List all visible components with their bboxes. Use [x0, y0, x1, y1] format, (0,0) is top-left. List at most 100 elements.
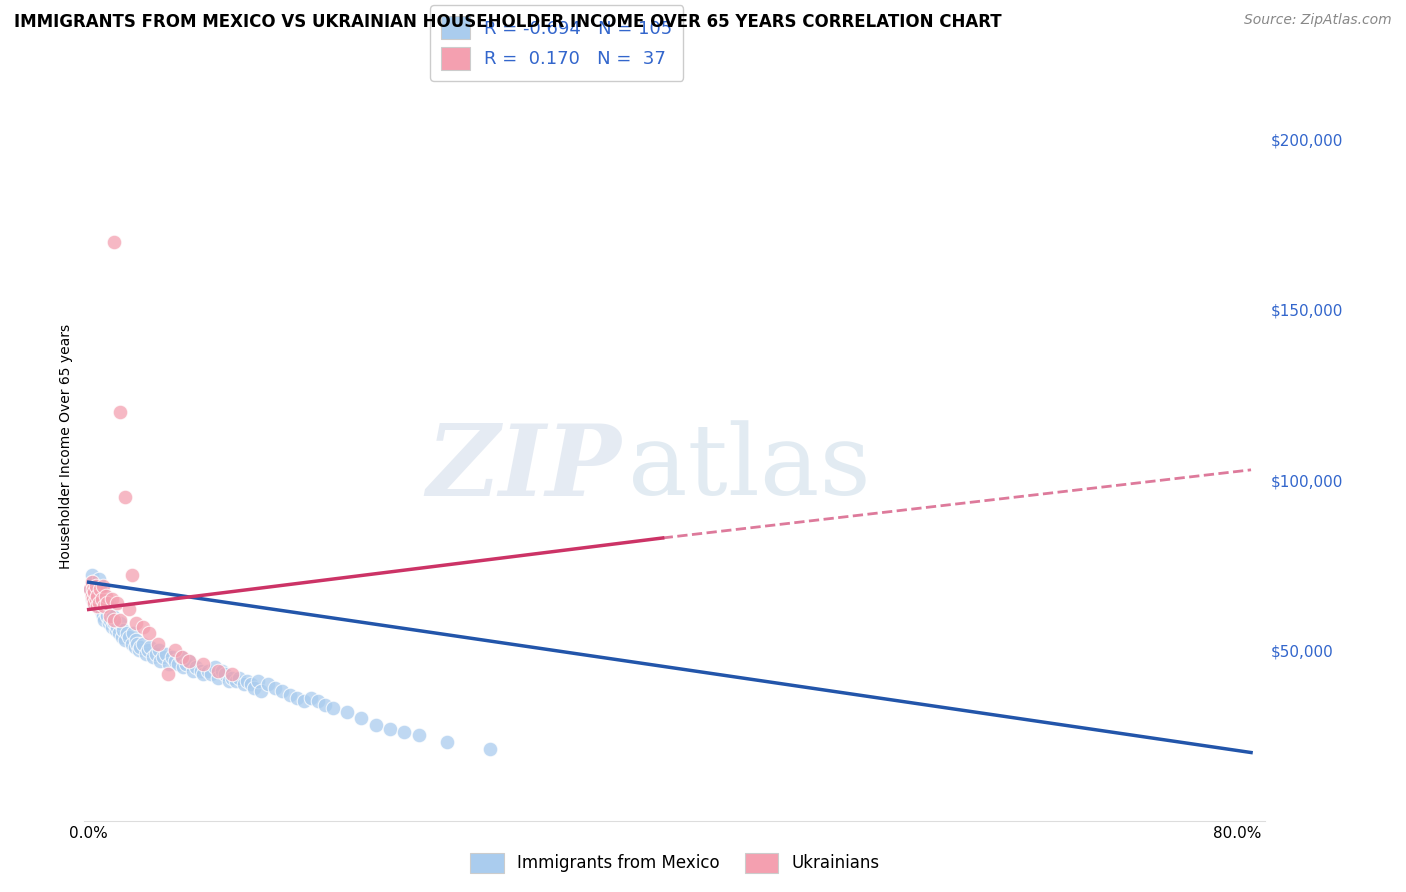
Point — [84, 592, 107, 607]
Point — [172, 660, 194, 674]
Point — [211, 664, 233, 678]
Point — [87, 572, 110, 586]
Point — [149, 654, 172, 668]
Point — [163, 643, 186, 657]
Point — [118, 602, 141, 616]
Point — [107, 626, 129, 640]
Point — [174, 657, 197, 671]
Point — [101, 609, 124, 624]
Point — [80, 592, 103, 607]
Point — [84, 592, 107, 607]
Point — [148, 643, 170, 657]
Point — [84, 585, 107, 599]
Point — [221, 671, 243, 685]
Point — [80, 575, 103, 590]
Point — [80, 589, 103, 603]
Point — [89, 582, 111, 596]
Point — [135, 647, 157, 661]
Point — [350, 711, 373, 725]
Point — [207, 664, 229, 678]
Point — [125, 616, 148, 631]
Point — [314, 698, 336, 712]
Point — [232, 677, 254, 691]
Point — [179, 654, 201, 668]
Point — [242, 681, 264, 695]
Point — [89, 602, 111, 616]
Point — [94, 589, 117, 603]
Point — [103, 616, 125, 631]
Text: ZIP: ZIP — [427, 420, 621, 516]
Point — [118, 630, 141, 644]
Point — [292, 694, 315, 708]
Point — [250, 684, 273, 698]
Point — [94, 599, 117, 613]
Point — [139, 640, 162, 654]
Point — [214, 667, 236, 681]
Point — [394, 725, 416, 739]
Point — [163, 654, 186, 668]
Point — [117, 626, 139, 640]
Point — [86, 599, 108, 613]
Point — [104, 623, 127, 637]
Point — [307, 694, 329, 708]
Point — [93, 596, 115, 610]
Point — [79, 582, 101, 596]
Text: Source: ZipAtlas.com: Source: ZipAtlas.com — [1244, 13, 1392, 28]
Point — [183, 664, 205, 678]
Point — [100, 592, 122, 607]
Point — [125, 633, 148, 648]
Point — [96, 596, 118, 610]
Point — [114, 490, 136, 504]
Point — [98, 613, 121, 627]
Point — [90, 592, 112, 607]
Point — [207, 671, 229, 685]
Point — [122, 626, 145, 640]
Point — [145, 647, 167, 661]
Point — [246, 673, 269, 688]
Point — [364, 718, 387, 732]
Point — [84, 579, 107, 593]
Point — [93, 599, 115, 613]
Point — [98, 606, 121, 620]
Point — [82, 582, 104, 596]
Point — [82, 589, 104, 603]
Point — [186, 660, 208, 674]
Point — [110, 405, 132, 419]
Point — [128, 643, 150, 657]
Point — [179, 654, 201, 668]
Text: IMMIGRANTS FROM MEXICO VS UKRAINIAN HOUSEHOLDER INCOME OVER 65 YEARS CORRELATION: IMMIGRANTS FROM MEXICO VS UKRAINIAN HOUS… — [14, 13, 1001, 31]
Point — [138, 626, 160, 640]
Point — [89, 582, 111, 596]
Point — [82, 575, 104, 590]
Point — [86, 579, 108, 593]
Point — [87, 589, 110, 603]
Point — [132, 619, 155, 633]
Point — [83, 585, 105, 599]
Point — [110, 613, 132, 627]
Point — [105, 619, 128, 633]
Point — [479, 742, 502, 756]
Point — [127, 636, 149, 650]
Point — [82, 592, 104, 607]
Point — [204, 660, 226, 674]
Point — [235, 673, 257, 688]
Point — [218, 673, 240, 688]
Point — [79, 582, 101, 596]
Point — [170, 650, 193, 665]
Point — [142, 650, 165, 665]
Y-axis label: Householder Income Over 65 years: Householder Income Over 65 years — [59, 324, 73, 568]
Point — [124, 640, 146, 654]
Point — [155, 647, 177, 661]
Point — [96, 602, 118, 616]
Point — [103, 613, 125, 627]
Point — [136, 643, 159, 657]
Point — [152, 650, 174, 665]
Point — [87, 596, 110, 610]
Point — [197, 664, 219, 678]
Point — [91, 609, 114, 624]
Point — [110, 616, 132, 631]
Point — [96, 609, 118, 624]
Point — [271, 684, 294, 698]
Point — [299, 691, 322, 706]
Point — [83, 596, 105, 610]
